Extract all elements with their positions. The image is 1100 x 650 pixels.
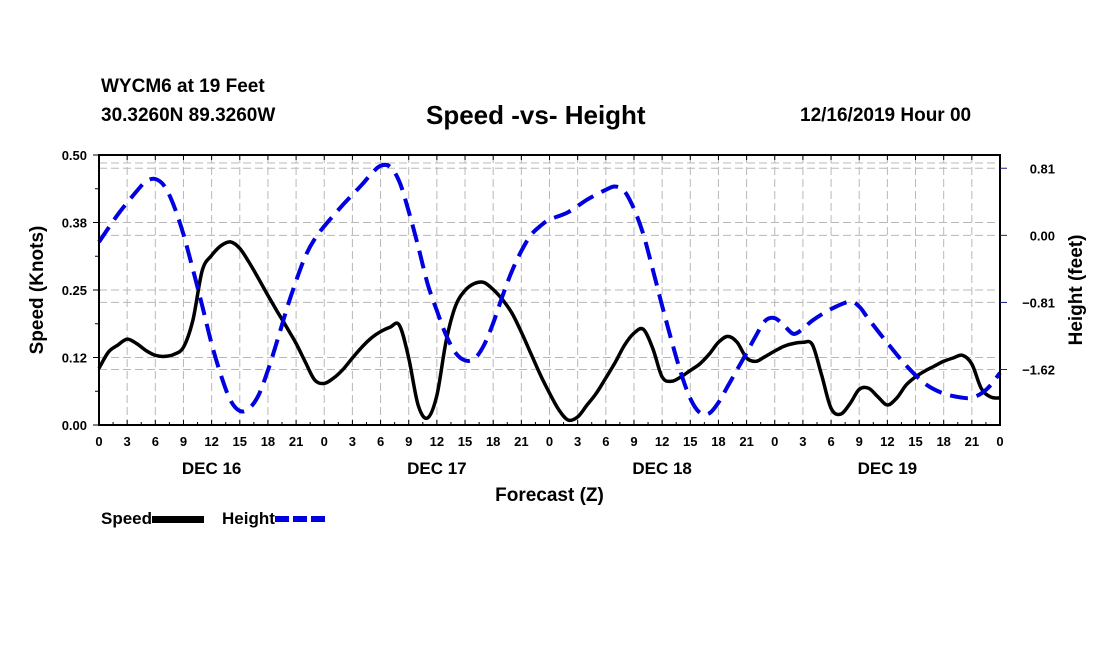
day-label: DEC 18 bbox=[632, 459, 692, 478]
grid-lines bbox=[99, 155, 1000, 425]
x-tick-label: 3 bbox=[574, 434, 581, 449]
series-line-height bbox=[97, 162, 1002, 417]
legend-label-height: Height bbox=[222, 509, 275, 528]
x-axis-label: Forecast (Z) bbox=[495, 485, 604, 506]
y-tick-label: 0.00 bbox=[62, 418, 87, 433]
x-tick-label: 0 bbox=[996, 434, 1003, 449]
forecast-date: 12/16/2019 Hour 00 bbox=[800, 105, 972, 126]
x-tick-label: 21 bbox=[965, 434, 979, 449]
y-tick-label: 0.12 bbox=[62, 351, 87, 366]
day-label: DEC 16 bbox=[182, 459, 242, 478]
x-tick-label: 3 bbox=[124, 434, 131, 449]
axes: 0 3 6 9 12 15 18 21 0 3 6 9 12 15 18 21 0 3 6 9 12 15 18 21 0 3 6 9… bbox=[62, 148, 1055, 478]
x-tick-label: 21 bbox=[514, 434, 528, 449]
x-tick-label: 15 bbox=[908, 434, 922, 449]
y2-tick-label: −0.81 bbox=[1022, 295, 1055, 310]
x-tick-label: 6 bbox=[602, 434, 609, 449]
x-tick-label: 12 bbox=[204, 434, 218, 449]
x-tick-label: 21 bbox=[289, 434, 303, 449]
day-label: DEC 19 bbox=[858, 459, 918, 478]
x-tick-label: 15 bbox=[233, 434, 247, 449]
x-tick-label: 0 bbox=[771, 434, 778, 449]
y2-axis-label: Height (feet) bbox=[1066, 235, 1087, 346]
y-axis-label: Speed (Knots) bbox=[27, 226, 48, 355]
y2-tick-label: 0.81 bbox=[1030, 161, 1055, 176]
y-tick-label: 0.38 bbox=[62, 216, 87, 231]
y-tick-label: 0.50 bbox=[62, 148, 87, 163]
series-layer bbox=[97, 162, 1002, 423]
station-label: WYCM6 at 19 Feet bbox=[101, 76, 265, 97]
chart-title: Speed -vs- Height bbox=[426, 100, 646, 130]
x-tick-label: 9 bbox=[856, 434, 863, 449]
x-tick-label: 0 bbox=[321, 434, 328, 449]
x-tick-label: 0 bbox=[95, 434, 102, 449]
x-tick-label: 18 bbox=[486, 434, 500, 449]
x-tick-label: 15 bbox=[683, 434, 697, 449]
legend: Speed Height bbox=[101, 509, 345, 529]
x-tick-label: 3 bbox=[349, 434, 356, 449]
x-tick-label: 9 bbox=[630, 434, 637, 449]
x-tick-label: 12 bbox=[880, 434, 894, 449]
series-line-speed bbox=[97, 240, 1001, 423]
x-tick-label: 0 bbox=[546, 434, 553, 449]
legend-swatch-speed bbox=[152, 515, 205, 523]
x-tick-label: 9 bbox=[405, 434, 412, 449]
y-tick-label: 0.25 bbox=[62, 283, 87, 298]
x-tick-label: 9 bbox=[180, 434, 187, 449]
coordinates-label: 30.3260N 89.3260W bbox=[101, 105, 276, 126]
x-tick-label: 15 bbox=[458, 434, 472, 449]
legend-item-height: Height bbox=[222, 509, 327, 529]
x-tick-label: 12 bbox=[655, 434, 669, 449]
x-tick-label: 21 bbox=[739, 434, 753, 449]
x-tick-label: 3 bbox=[799, 434, 806, 449]
day-label: DEC 17 bbox=[407, 459, 467, 478]
x-tick-label: 18 bbox=[936, 434, 950, 449]
x-tick-label: 6 bbox=[377, 434, 384, 449]
legend-item-speed: Speed bbox=[101, 509, 205, 529]
legend-label-speed: Speed bbox=[101, 509, 153, 528]
x-tick-label: 12 bbox=[430, 434, 444, 449]
x-tick-label: 18 bbox=[711, 434, 725, 449]
y2-tick-label: −1.62 bbox=[1022, 363, 1055, 378]
x-tick-label: 18 bbox=[261, 434, 275, 449]
x-tick-label: 6 bbox=[152, 434, 159, 449]
legend-swatch-height bbox=[274, 516, 327, 522]
y2-tick-label: 0.00 bbox=[1030, 228, 1055, 243]
x-tick-label: 6 bbox=[827, 434, 834, 449]
